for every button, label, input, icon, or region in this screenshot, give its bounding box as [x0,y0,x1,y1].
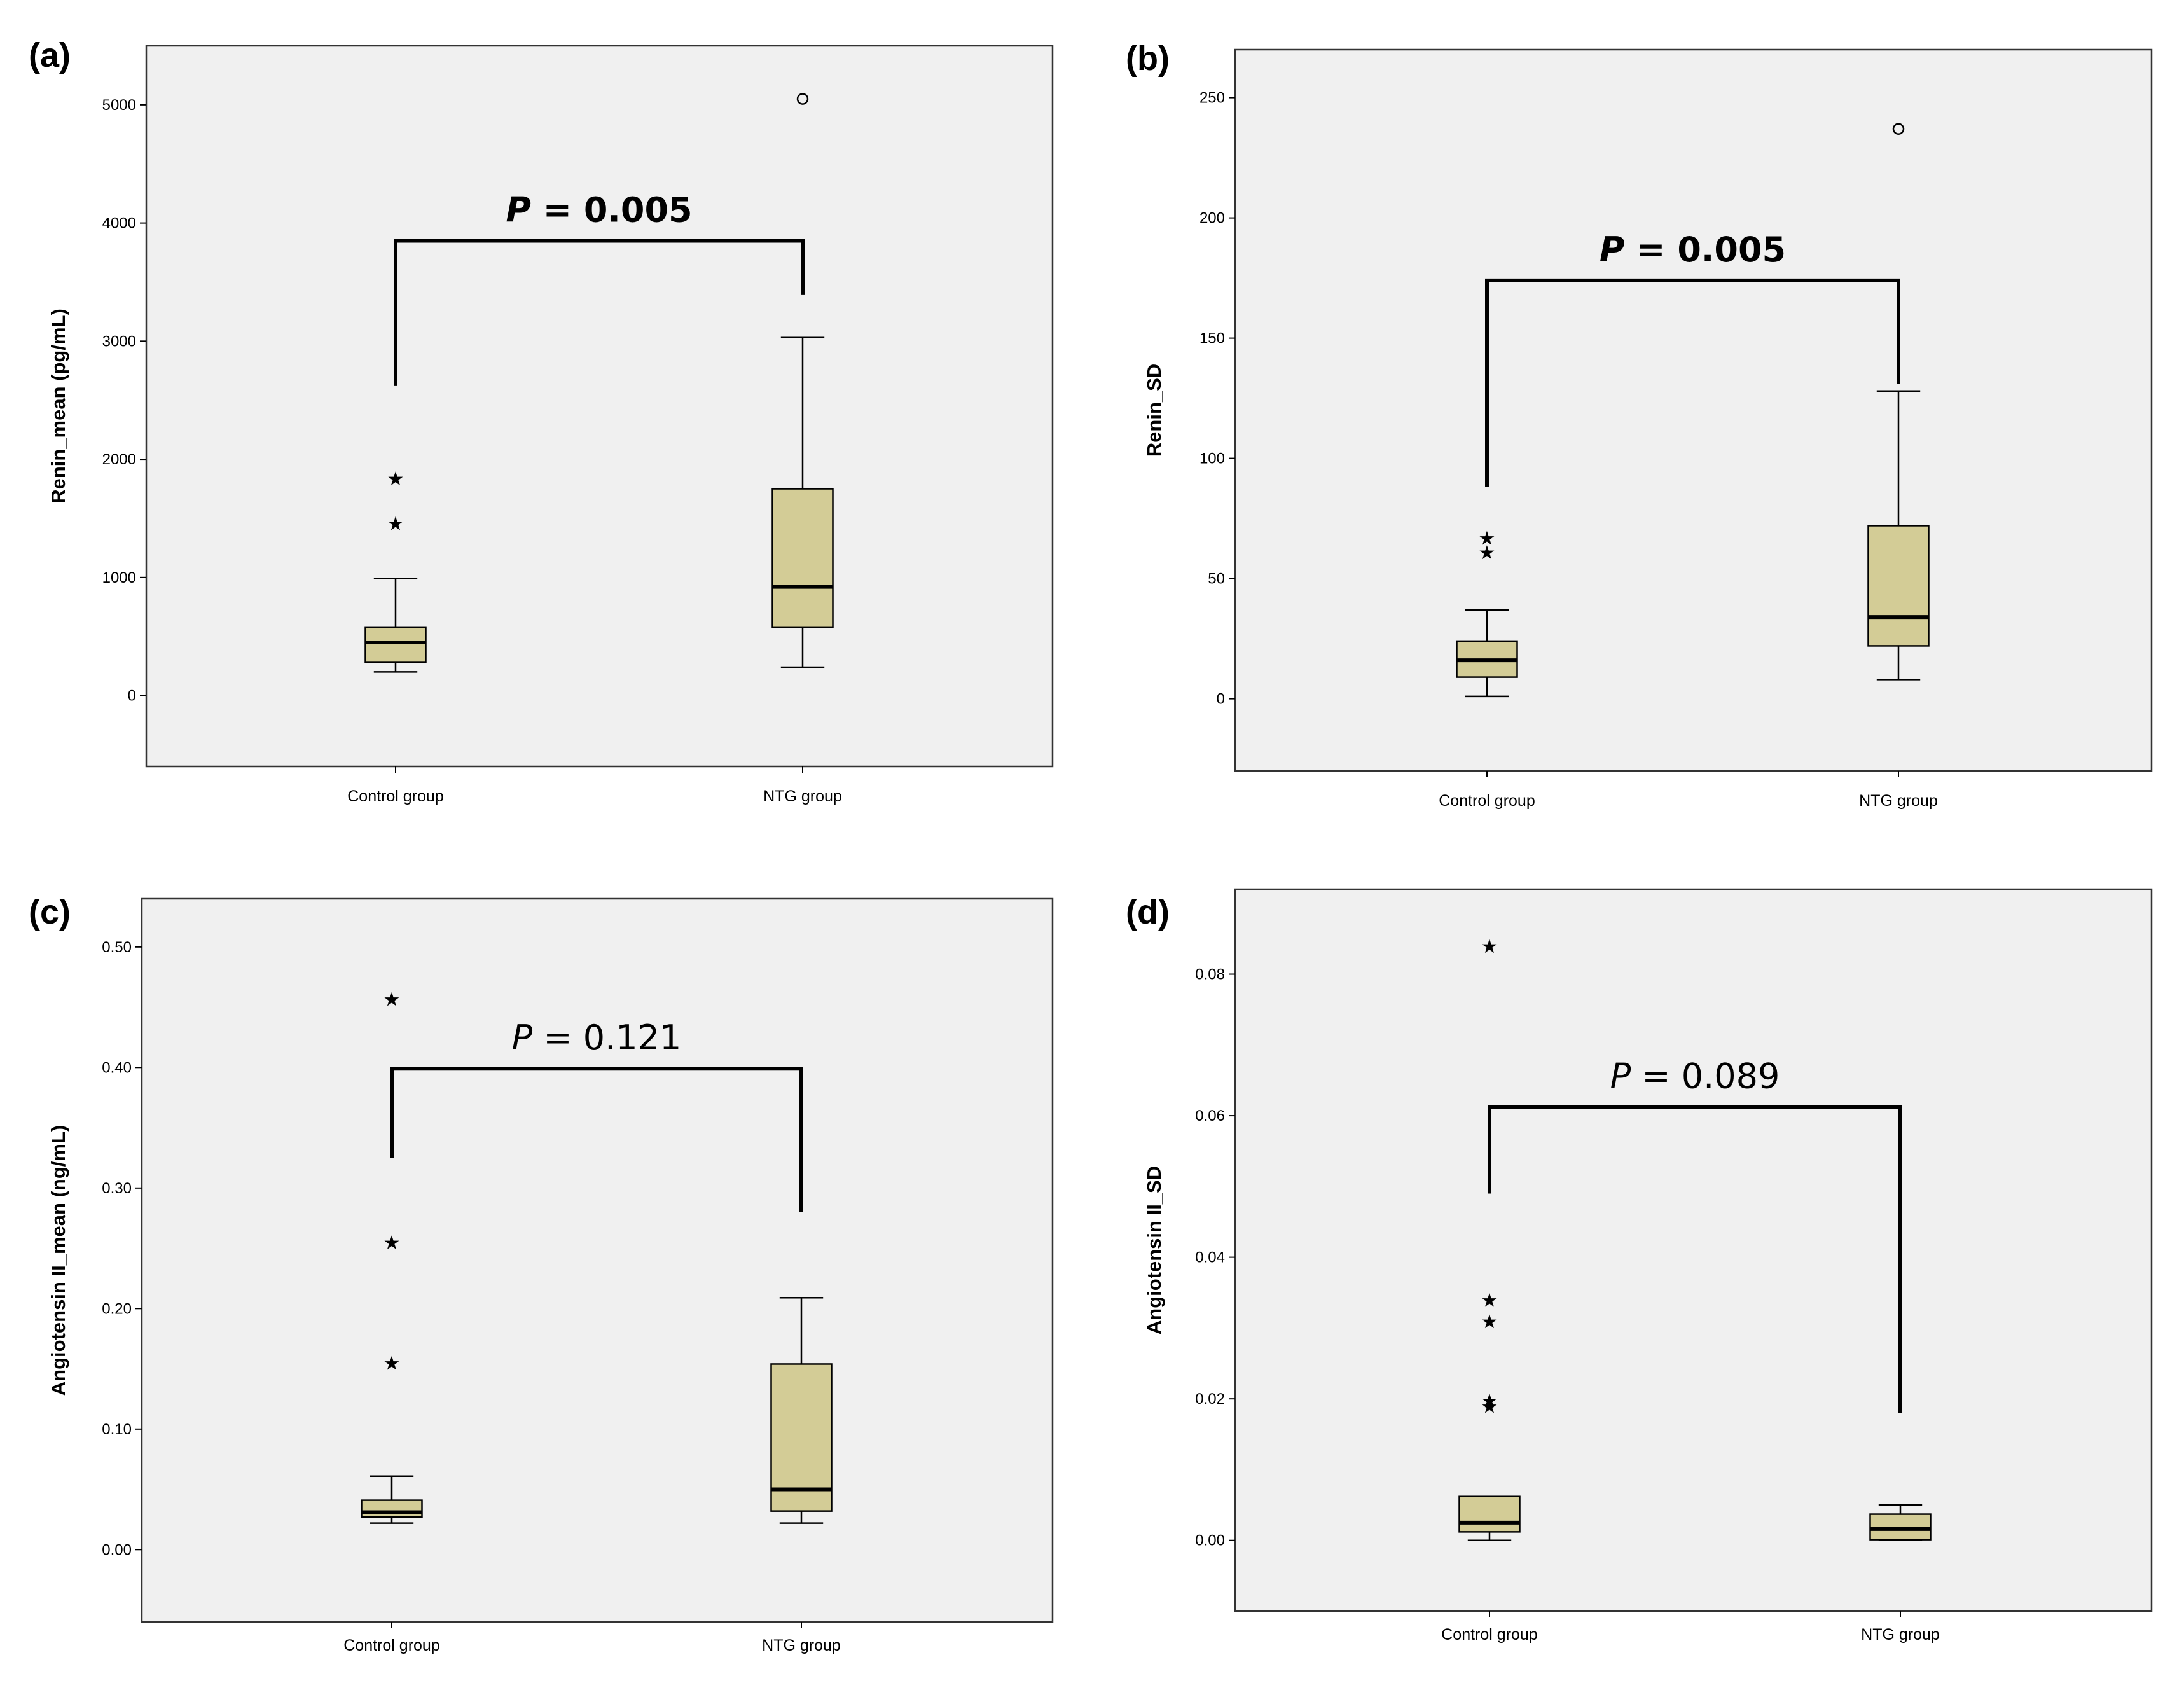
plot-area [1234,48,2153,772]
p-value: 0.005 [584,190,693,230]
extreme-marker: ★ [384,1353,401,1375]
category-label: NTG group [763,787,842,805]
panel-0: (a) 0 1000 2000 3000 4000 5000 Renin_mean (pg/m… [29,36,1054,805]
p-equals: = [1631,1056,1682,1097]
p-equals: = [532,1018,583,1058]
y-tick-label: 0 [128,688,136,705]
y-tick-label: 0.10 [102,1421,132,1438]
category-label: NTG group [1859,792,1938,810]
category-label: NTG group [1861,1626,1940,1644]
y-tick-label: 0.02 [1195,1390,1225,1408]
box-ntg-group [770,1296,833,1524]
p-equals: = [1624,230,1677,270]
y-tick-label: 5000 [102,97,136,114]
panel-label: (b) [1126,39,1170,78]
box-control-group: ★★★★★ [1458,936,1521,1541]
panel-label: (d) [1126,893,1170,931]
significance-bracket [1485,278,1900,487]
y-tick-label: 3000 [102,333,136,350]
extreme-marker: ★ [1481,1311,1498,1333]
p-value-text: P = 0.005 [506,190,692,230]
significance-bracket [1488,1105,1902,1413]
category-label: Control group [347,787,443,805]
iqr-box [1867,525,1930,647]
extreme-marker: ★ [384,1232,401,1254]
outlier-marker [796,93,809,105]
box-control-group: ★★ [1456,527,1518,698]
y-tick-label: 0.20 [102,1300,132,1317]
category-label: Control group [1441,1626,1537,1644]
extreme-marker: ★ [1481,1390,1498,1412]
p-symbol: P [1610,1056,1631,1097]
iqr-box [770,1363,833,1512]
p-value-text: P = 0.121 [512,1018,682,1058]
y-tick-label: 250 [1199,90,1225,107]
plot-area [145,45,1054,768]
box-ntg-group [1869,1504,1932,1541]
p-value: 0.121 [583,1018,682,1058]
extreme-marker: ★ [1481,1289,1498,1312]
p-symbol: P [1600,230,1625,270]
category-label: Control group [343,1637,439,1654]
box-control-group: ★ ★ ★ [361,988,423,1524]
p-symbol: P [512,1018,533,1058]
panel-label: (c) [29,893,71,931]
p-value-text: P = 0.089 [1610,1056,1780,1097]
extreme-marker: ★ [1481,1396,1498,1418]
extreme-marker: ★ [387,513,404,535]
iqr-box [361,1499,423,1518]
y-tick-label: 150 [1199,330,1225,347]
extreme-marker: ★ [387,468,404,490]
p-value: 0.089 [1682,1056,1780,1097]
significance-bracket [390,1067,803,1212]
y-tick-label: 50 [1208,571,1225,588]
p-value: 0.005 [1677,230,1786,270]
y-tick-label: 0.00 [1195,1532,1225,1549]
iqr-box [364,626,427,663]
p-equals: = [531,190,584,230]
significance-bracket [394,239,805,386]
y-tick-label: 200 [1199,210,1225,227]
y-tick-label: 0.08 [1195,966,1225,983]
y-tick-label: 0.40 [102,1059,132,1076]
y-tick-label: 4000 [102,215,136,232]
y-tick-label: 0.00 [102,1541,132,1558]
y-tick-label: 0.04 [1195,1249,1225,1266]
iqr-box [771,488,834,628]
extreme-marker: ★ [384,988,401,1011]
extreme-marker: ★ [1481,936,1498,958]
p-value-text: P = 0.005 [1600,230,1786,270]
y-tick-label: 0.50 [102,939,132,956]
box-ntg-group [1867,123,1930,681]
box-ntg-group [771,93,834,668]
panel-2: (c) 0.00 0.10 0.20 0.30 0.40 0.50 Angiotensin I… [29,893,1054,1654]
box-control-group: ★★ [364,468,427,673]
y-tick-label: 2000 [102,451,136,468]
y-axis-title: Angiotensin II_SD [1143,1166,1165,1334]
p-symbol: P [506,190,531,230]
y-tick-label: 100 [1199,450,1225,468]
plot-area [141,897,1054,1623]
y-axis-title: Angiotensin II_mean (ng/mL) [47,1125,69,1396]
iqr-box [1458,1495,1521,1533]
y-axis-title: Renin_SD [1143,364,1165,457]
panel-label: (a) [29,36,71,74]
category-label: Control group [1439,792,1535,810]
panel-1: (b) 0 50 100 150 200 250 Renin_SD Control group N… [1126,39,2153,810]
outlier-marker [1892,123,1905,135]
y-tick-label: 0.30 [102,1180,132,1197]
y-tick-label: 0.06 [1195,1107,1225,1125]
panel-3: (d) 0.00 0.02 0.04 0.06 0.08 Angiotensin II_SD… [1126,888,2153,1644]
extreme-marker: ★ [1479,542,1496,564]
category-label: NTG group [762,1637,841,1654]
y-tick-label: 1000 [102,569,136,586]
plot-area [1234,888,2153,1612]
iqr-box [1869,1513,1932,1541]
y-tick-label: 0 [1217,691,1225,708]
extreme-marker: ★ [1479,527,1496,550]
y-axis-title: Renin_mean (pg/mL) [47,308,69,504]
